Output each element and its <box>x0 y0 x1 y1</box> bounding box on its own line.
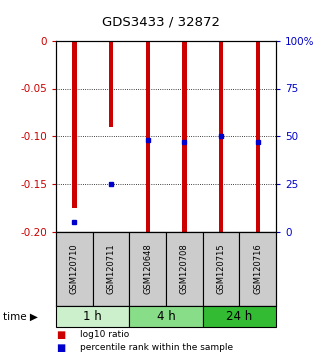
Bar <box>93 232 129 306</box>
Text: 4 h: 4 h <box>157 310 176 323</box>
Bar <box>56 306 129 327</box>
Bar <box>256 41 260 232</box>
Text: ■: ■ <box>56 343 65 353</box>
Bar <box>72 41 77 208</box>
Bar <box>129 232 166 306</box>
Bar <box>182 41 187 232</box>
Bar <box>239 232 276 306</box>
Bar <box>203 306 276 327</box>
Text: GSM120711: GSM120711 <box>107 244 116 295</box>
Bar <box>129 306 203 327</box>
Bar <box>146 41 150 232</box>
Bar <box>56 232 93 306</box>
Text: ■: ■ <box>56 330 65 339</box>
Text: GDS3433 / 32872: GDS3433 / 32872 <box>101 16 220 29</box>
Text: GSM120710: GSM120710 <box>70 244 79 295</box>
Text: percentile rank within the sample: percentile rank within the sample <box>80 343 233 352</box>
Text: GSM120648: GSM120648 <box>143 244 152 295</box>
Bar <box>203 232 239 306</box>
Bar <box>219 41 223 232</box>
Bar <box>166 232 203 306</box>
Bar <box>109 41 113 127</box>
Text: time ▶: time ▶ <box>3 312 38 322</box>
Text: GSM120715: GSM120715 <box>217 244 226 295</box>
Text: GSM120716: GSM120716 <box>253 244 262 295</box>
Text: 1 h: 1 h <box>83 310 102 323</box>
Text: GSM120708: GSM120708 <box>180 244 189 295</box>
Text: log10 ratio: log10 ratio <box>80 330 129 339</box>
Text: 24 h: 24 h <box>226 310 253 323</box>
